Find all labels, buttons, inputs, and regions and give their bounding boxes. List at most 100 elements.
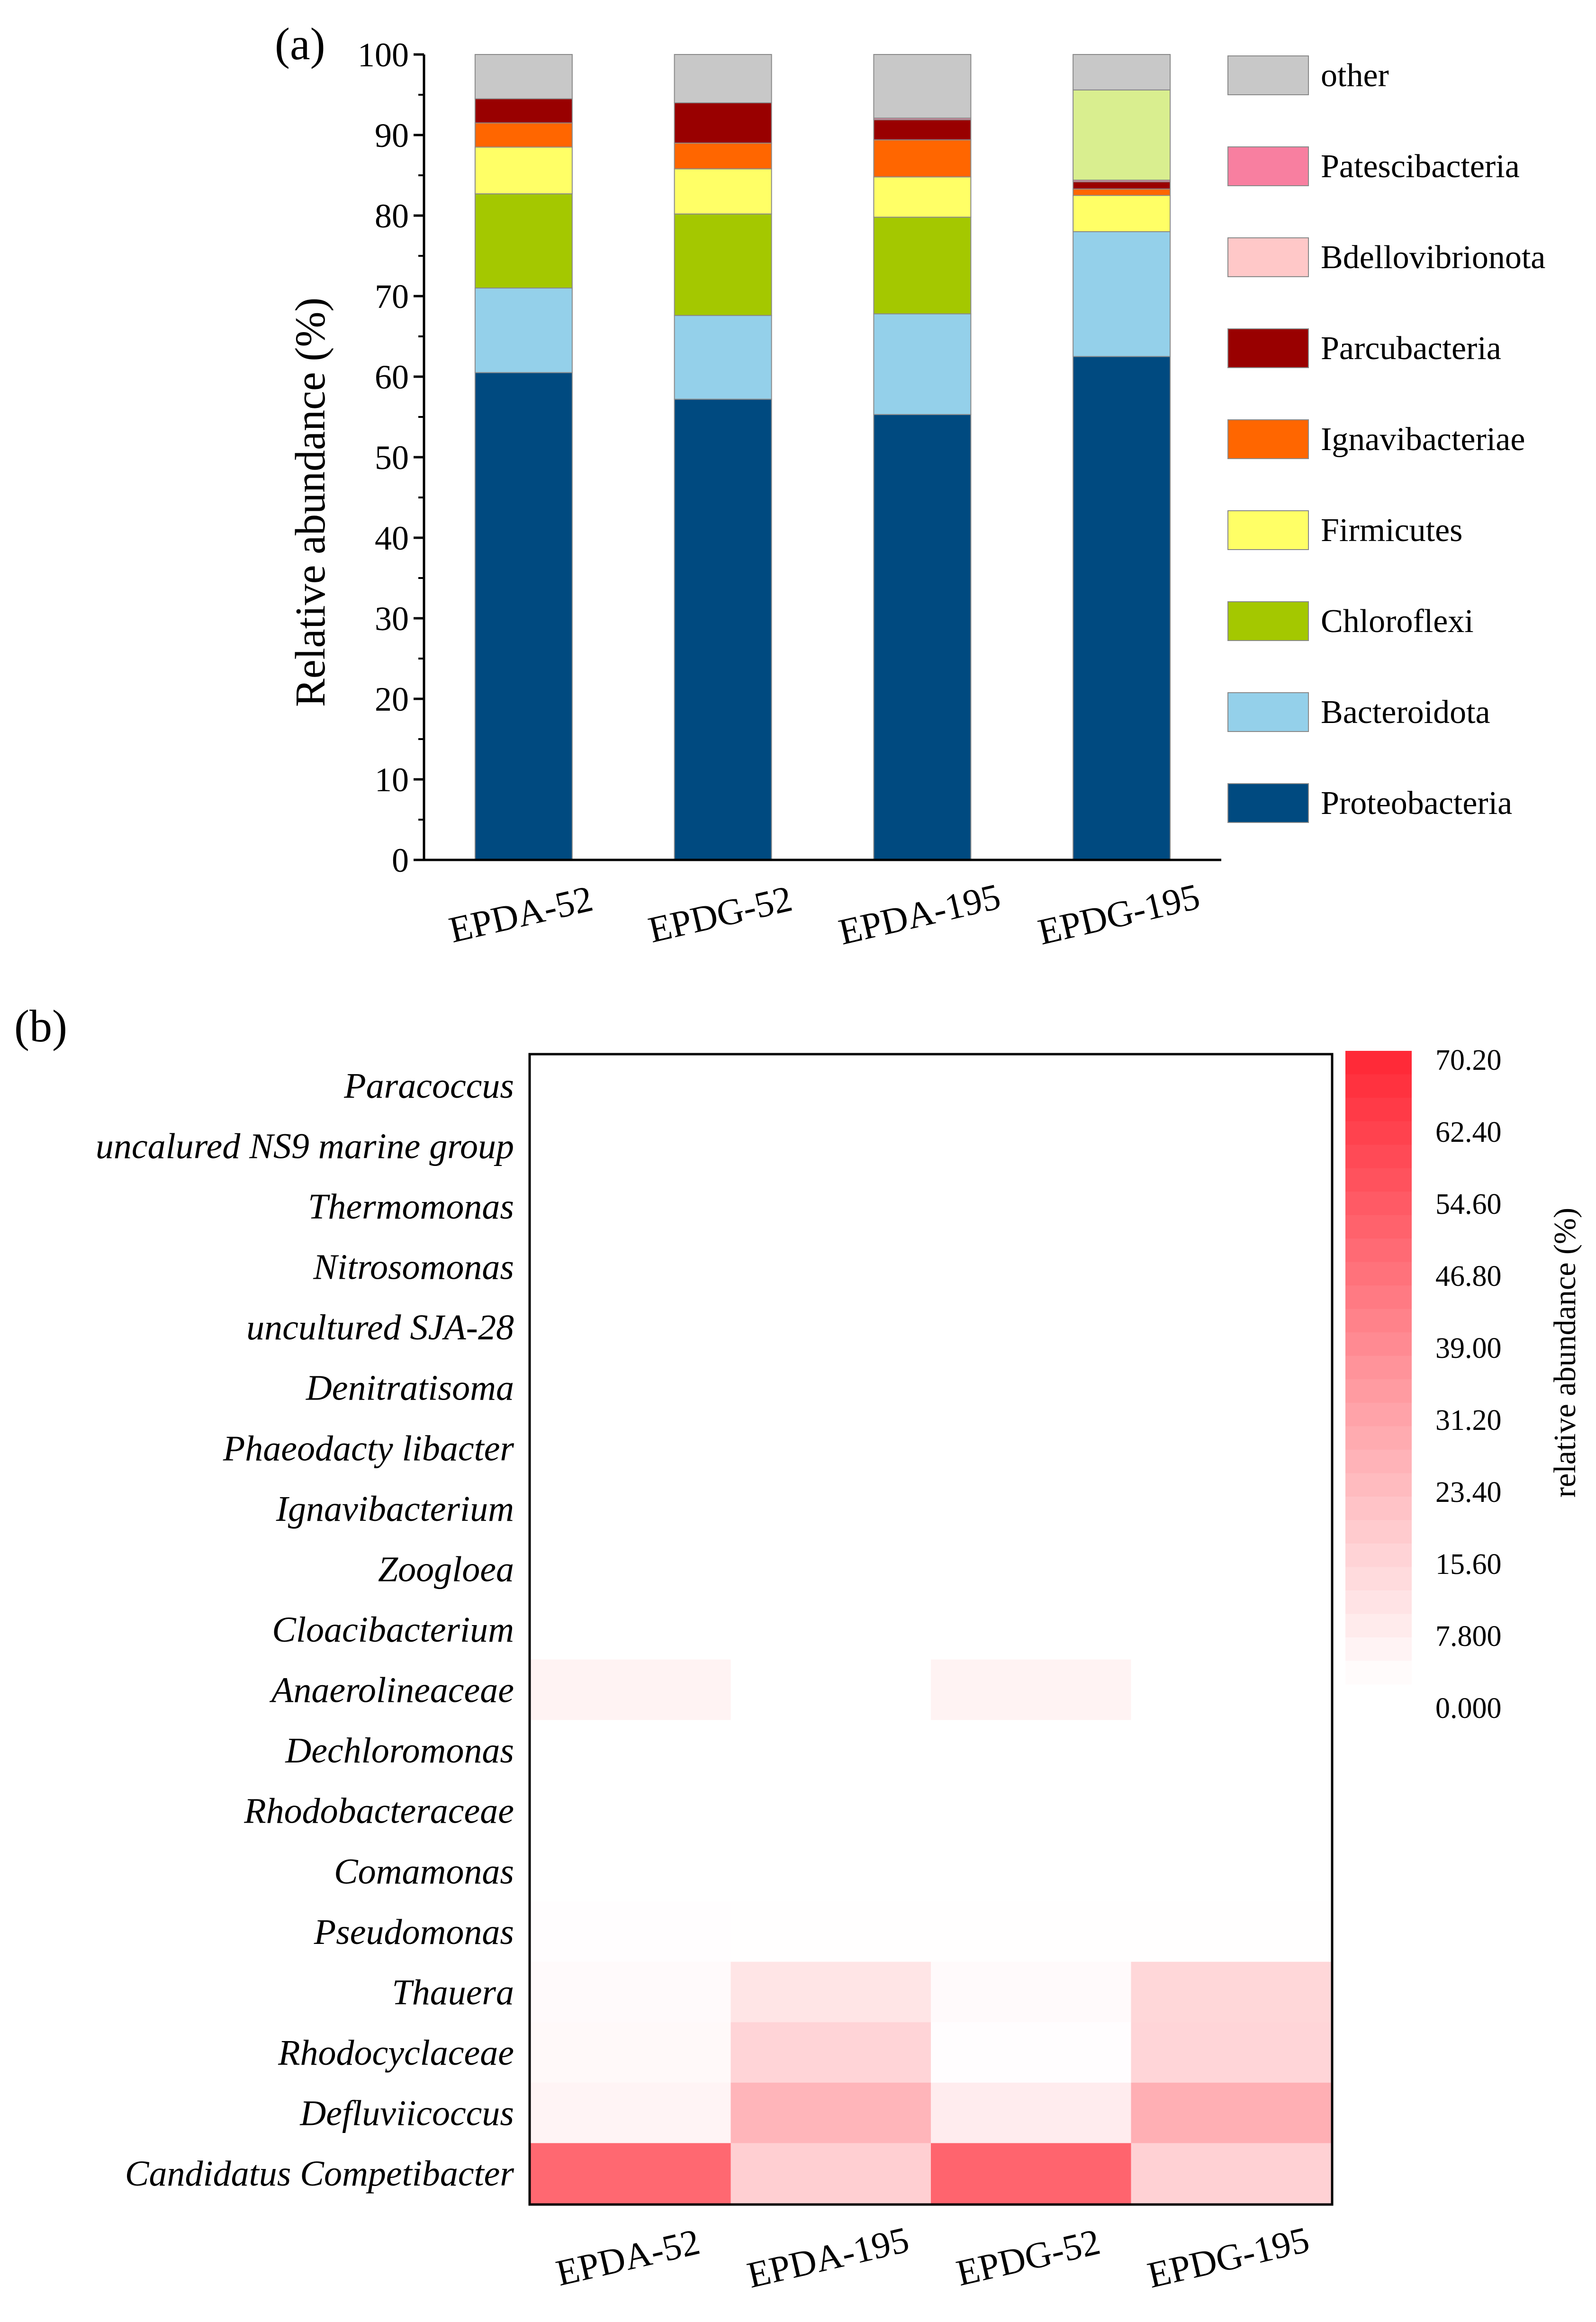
heatmap-row-label: Comamonas [334,1852,514,1891]
y-tick-label: 10 [375,761,409,799]
legend-swatch-parcubacteria [1227,328,1309,368]
legend-label-bdellovibrionota: Bdellovibrionota [1321,239,1545,276]
colorbar-step [1345,1262,1412,1286]
bar-epda-52-parcubacteria [474,98,573,124]
heatmap-cell-rhodocyclaceae-epda-52 [531,2022,731,2083]
legend-label-other: other [1321,57,1389,94]
heatmap-column-label: EPDA-195 [743,2219,912,2296]
heatmap-cell-paracoccus-epda-195 [730,1055,931,1116]
heatmap-cell-pseudomonas-epdg-52 [931,1901,1131,1962]
heatmap-cell-defluviicoccus-epda-52 [531,2082,731,2143]
heatmap-cell-rhodocyclaceae-epdg-52 [931,2022,1131,2083]
heatmap-row-label: Candidatus Competibacter [125,2154,514,2194]
heatmap-column-label: EPDA-52 [552,2221,703,2294]
heatmap-frame [528,1053,1334,2206]
heatmap-cell-candidatus-competibacter-epda-195 [730,2143,931,2204]
colorbar-tick-label: 39.00 [1435,1332,1502,1364]
heatmap-cell-paracoccus-epda-52 [531,1055,731,1116]
heatmap-row-label: Cloacibacterium [272,1610,514,1650]
bar-epdg-52-other [674,54,772,103]
heatmap-cell-anaerolineaceae-epdg-195 [1131,1659,1332,1720]
heatmap-cell-uncultured-sja-28-epdg-52 [931,1297,1131,1358]
heatmap-row-label: Thauera [392,1972,514,2012]
heatmap-row-label: Anaerolineaceae [269,1671,514,1710]
heatmap-colorbar: 70.20 62.40 54.60 46.80 39.00 31.20 23.40 15.60… [1345,1044,1502,1725]
heatmap-row-label: Ignavibacterium [276,1489,514,1529]
heatmap-cell-defluviicoccus-epda-195 [730,2082,931,2143]
heatmap-cell-denitratisoma-epdg-195 [1131,1357,1332,1418]
bar-epdg-52-ignavibacteriae [674,143,772,170]
legend-label-ignavibacteriae: Ignavibacteriae [1321,421,1525,458]
legend-swatch-bdellovibrionota [1227,237,1309,277]
heatmap-cell-rhodobacteraceae-epda-195 [730,1780,931,1842]
heatmap-row-label: Rhodocyclaceae [278,2033,514,2073]
bar-chart-legend: other Patescibacteria Bdellovibrionota Parc… [1227,55,1545,823]
heatmap-cell-thauera-epda-52 [531,1961,731,2023]
heatmap-cell-ignavibacterium-epda-195 [730,1478,931,1539]
heatmap-row-label: uncultured SJA-28 [246,1308,514,1347]
heatmap-cell-candidatus-competibacter-epdg-52 [931,2143,1131,2204]
heatmap-cell-uncultured-sja-28-epdg-195 [1131,1297,1332,1358]
bar-epda-195-bacteroidota [873,313,972,415]
bar-epdg-52-bacteroidota [674,315,772,400]
heatmap-cell-dechloromonas-epdg-195 [1131,1720,1332,1781]
heatmap-cell-thauera-epda-195 [730,1961,931,2023]
heatmap-cell-comamonas-epdg-52 [931,1841,1131,1902]
bar-epda-52-ignavibacteriae [474,122,573,148]
colorbar-step [1345,1121,1412,1145]
heatmap-cell-phaeodacty-libacter-epda-195 [730,1418,931,1479]
heatmap-cell-uncalured-ns9-marine-group-epda-195 [730,1115,931,1176]
colorbar-tick-label: 23.40 [1435,1476,1502,1509]
y-tick-label: 70 [375,278,409,316]
colorbar-tick-label: 31.20 [1435,1404,1502,1437]
heatmap-row-label: Denitratisoma [306,1368,514,1408]
colorbar-tick-label: 46.80 [1435,1260,1502,1292]
colorbar-step [1345,1074,1412,1098]
bar-epda-52-chloroflexi [474,193,573,289]
heatmap-cell-thermomonas-epdg-195 [1131,1176,1332,1237]
colorbar-step [1345,1449,1412,1473]
x-tick-label: EPDG-195 [1034,876,1203,953]
bar-epda-52-proteobacteria [474,372,573,860]
heatmap-cell-zoogloea-epdg-195 [1131,1538,1332,1599]
legend-label-proteobacteria: Proteobacteria [1321,785,1512,822]
x-tick-label: EPDG-52 [644,877,795,950]
heatmap-cell-cloacibacterium-epda-195 [730,1599,931,1660]
heatmap-row-label: Dechloromonas [285,1731,514,1771]
y-tick-label: 20 [375,680,409,718]
heatmap-row-labels: Paracoccus uncalured NS9 marine group Ther… [96,1066,514,2194]
heatmap-cell-nitrosomonas-epda-52 [531,1236,731,1297]
heatmap-cell-cloacibacterium-epda-52 [531,1599,731,1660]
bar-epda-195-other [873,54,972,119]
heatmap-cell-dechloromonas-epdg-52 [931,1720,1131,1781]
colorbar-step [1345,1051,1412,1075]
bar-epdg-195-ignavibacteriae [1073,188,1171,196]
heatmap-cell-denitratisoma-epda-52 [531,1357,731,1418]
y-tick-label: 50 [375,439,409,477]
colorbar-tick-label: 15.60 [1435,1548,1502,1581]
colorbar-tick-label: 7.800 [1435,1620,1502,1653]
heatmap-cell-thermomonas-epdg-52 [931,1176,1131,1237]
heatmap-cell-defluviicoccus-epdg-195 [1131,2082,1332,2143]
bar-epdg-195-lightgreen-segment [1073,89,1171,181]
heatmap-cell-rhodobacteraceae-epdg-195 [1131,1780,1332,1842]
heatmap-cell-paracoccus-epdg-195 [1131,1055,1332,1116]
bar-epda-195-chloroflexi [873,217,972,315]
bar-epdg-195-firmicutes [1073,195,1171,232]
colorbar-step [1345,1098,1412,1122]
panel-a-label: (a) [275,18,325,69]
heatmap-cell-uncalured-ns9-marine-group-epdg-195 [1131,1115,1332,1176]
bar-epda-195-ignavibacteriae [873,139,972,178]
colorbar-step [1345,1567,1412,1591]
heatmap-row-label: Nitrosomonas [313,1247,514,1287]
legend-label-chloroflexi: Chloroflexi [1321,603,1474,640]
colorbar-step [1345,1192,1412,1216]
heatmap-cell-defluviicoccus-epdg-52 [931,2082,1131,2143]
heatmap-cell-thermomonas-epda-52 [531,1176,731,1237]
heatmap-cell-nitrosomonas-epdg-52 [931,1236,1131,1297]
heatmap-cell-zoogloea-epda-52 [531,1538,731,1599]
y-tick-label: 30 [375,600,409,638]
heatmap-cell-uncultured-sja-28-epda-195 [730,1297,931,1358]
bar-epdg-195-other [1073,54,1171,90]
y-tick-label: 90 [375,117,409,154]
